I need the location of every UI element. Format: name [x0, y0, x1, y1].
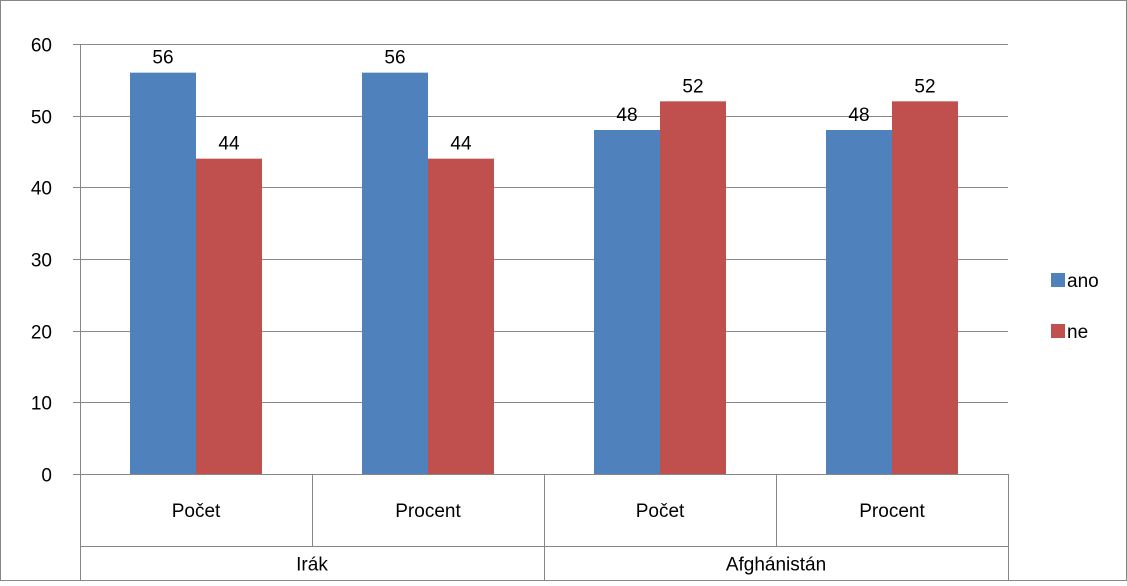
y-axis-tick-labels: 0 10 20 30 40 50 60	[31, 36, 52, 487]
bar-ne	[660, 101, 726, 474]
bar-ano	[130, 72, 196, 475]
data-label-ne: 44	[218, 134, 240, 155]
bars	[130, 72, 958, 475]
y-tick-label: 10	[31, 394, 52, 415]
data-labels: 56 44 56 44 48 52 48 52	[152, 48, 935, 155]
data-label-ano: 48	[848, 105, 869, 126]
x-category-label: Počet	[636, 501, 685, 522]
y-tick-label: 30	[31, 251, 52, 272]
bar-ne	[428, 158, 494, 474]
y-tick-label: 50	[31, 108, 52, 129]
bar-ano	[826, 130, 892, 474]
y-tick-label: 60	[31, 36, 52, 57]
bar-ne	[892, 101, 958, 474]
axes	[80, 44, 1009, 581]
bar-ne	[196, 158, 262, 474]
x-category-label: Procent	[395, 501, 461, 522]
data-label-ano: 48	[616, 105, 637, 126]
x-group-label: Irák	[296, 555, 328, 576]
y-tick-label: 0	[41, 466, 52, 487]
legend: ano ne	[1051, 271, 1099, 343]
y-tick-label: 20	[31, 323, 52, 344]
x-group-label: Afghánistán	[726, 555, 826, 576]
data-label-ne: 52	[682, 76, 703, 97]
legend-swatch-ano	[1051, 273, 1065, 287]
x-axis-category-labels: Počet Procent Počet Procent Irák Afghánistán	[172, 501, 926, 576]
legend-label-ne: ne	[1067, 322, 1088, 343]
x-category-label: Procent	[859, 501, 925, 522]
data-label-ne: 52	[914, 76, 935, 97]
legend-label-ano: ano	[1067, 271, 1099, 292]
x-category-label: Počet	[172, 501, 221, 522]
y-tick-label: 40	[31, 179, 52, 200]
data-label-ano: 56	[152, 48, 173, 69]
bar-ano	[362, 72, 428, 475]
bar-ano	[594, 130, 660, 474]
legend-swatch-ne	[1051, 324, 1065, 338]
data-label-ne: 44	[450, 134, 472, 155]
data-label-ano: 56	[384, 48, 405, 69]
